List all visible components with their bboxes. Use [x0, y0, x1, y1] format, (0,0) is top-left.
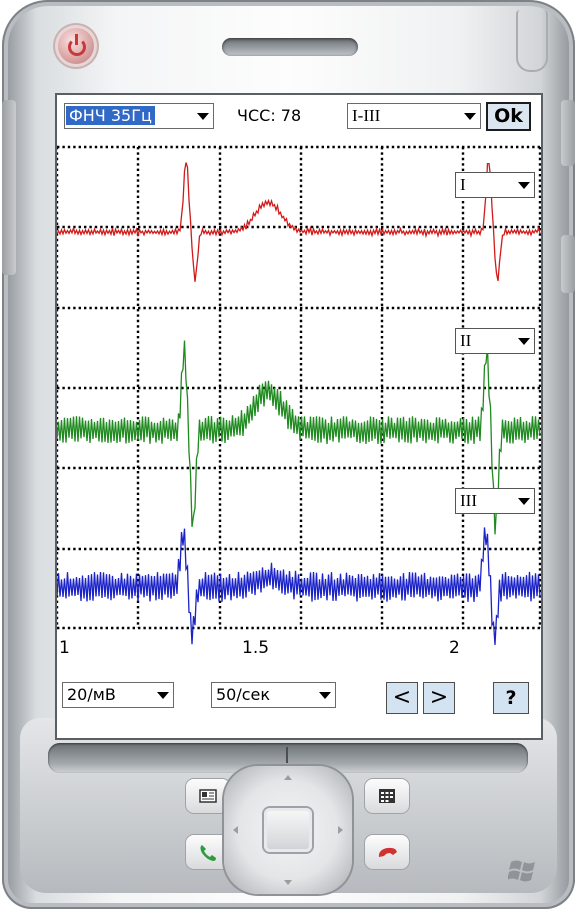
end-call-icon-glyph: [378, 847, 397, 857]
lead-group-value: I-III: [352, 106, 381, 125]
windows-logo-icon: [508, 860, 535, 882]
chevron-down-icon: [319, 692, 331, 699]
lead-group-dropdown[interactable]: I-III: [347, 103, 481, 129]
dpad-arrows-icon: [233, 775, 343, 885]
speaker-grille: [222, 38, 358, 56]
ecg-trace-lead-2: [57, 340, 541, 535]
chevron-down-icon: [464, 113, 476, 120]
speed-dropdown-value: 50/сек: [216, 685, 271, 704]
calendar-icon-glyph: [379, 789, 395, 803]
scale-dropdown-value: 20/мВ: [67, 685, 116, 704]
next-button[interactable]: >: [423, 682, 455, 714]
chevron-down-icon: [518, 182, 530, 189]
ok-button[interactable]: Ok: [486, 102, 531, 131]
contacts-icon-glyph: [199, 789, 217, 803]
filter-dropdown[interactable]: ФНЧ 35Гц: [64, 103, 214, 129]
filter-dropdown-value: ФНЧ 35Гц: [66, 106, 155, 125]
end-call-icon[interactable]: [365, 835, 409, 869]
device-screen: ФНЧ 35Гц ЧСС: 78 I-III Ok I II III 1 1.5…: [55, 93, 543, 740]
lead-2-selector[interactable]: II: [455, 328, 535, 354]
calendar-icon[interactable]: [365, 779, 409, 813]
time-tick-label: 1: [59, 638, 70, 658]
ecg-trace-lead-1: [57, 162, 541, 282]
contacts-icon[interactable]: [186, 779, 230, 813]
chevron-down-icon: [518, 338, 530, 345]
stylus-slot: [516, 10, 548, 72]
dpad-center-button[interactable]: [264, 808, 312, 852]
time-tick-label: 2: [449, 638, 460, 658]
power-icon[interactable]: [58, 28, 94, 64]
chevron-down-icon: [518, 498, 530, 505]
side-button-right-top[interactable]: [561, 100, 575, 166]
lead-3-selector[interactable]: III: [455, 488, 535, 514]
time-tick-label: 1.5: [242, 638, 270, 658]
prev-button[interactable]: <: [386, 682, 418, 714]
call-icon-glyph: [200, 845, 216, 861]
heart-rate-label: ЧСС: 78: [237, 106, 302, 125]
lead-1-selector[interactable]: I: [455, 172, 535, 198]
scale-dropdown[interactable]: 20/мВ: [62, 682, 174, 708]
lead-2-selector-value: II: [460, 331, 472, 350]
lead-3-selector-value: III: [460, 491, 477, 510]
side-button-left[interactable]: [2, 100, 16, 275]
bottom-toolbar: 20/мВ 50/сек < > ?: [57, 670, 541, 730]
speed-dropdown[interactable]: 50/сек: [211, 682, 336, 708]
chevron-down-icon: [157, 692, 169, 699]
top-toolbar: ФНЧ 35Гц ЧСС: 78 I-III Ok: [57, 95, 541, 145]
ecg-trace-lead-3: [57, 527, 541, 645]
call-icon[interactable]: [186, 835, 230, 869]
plot-grid: [57, 145, 541, 630]
side-button-right-bottom[interactable]: [561, 235, 575, 293]
chevron-down-icon: [197, 113, 209, 120]
lead-1-selector-value: I: [460, 175, 466, 194]
ecg-plot: [57, 145, 541, 645]
help-button[interactable]: ?: [493, 682, 529, 714]
